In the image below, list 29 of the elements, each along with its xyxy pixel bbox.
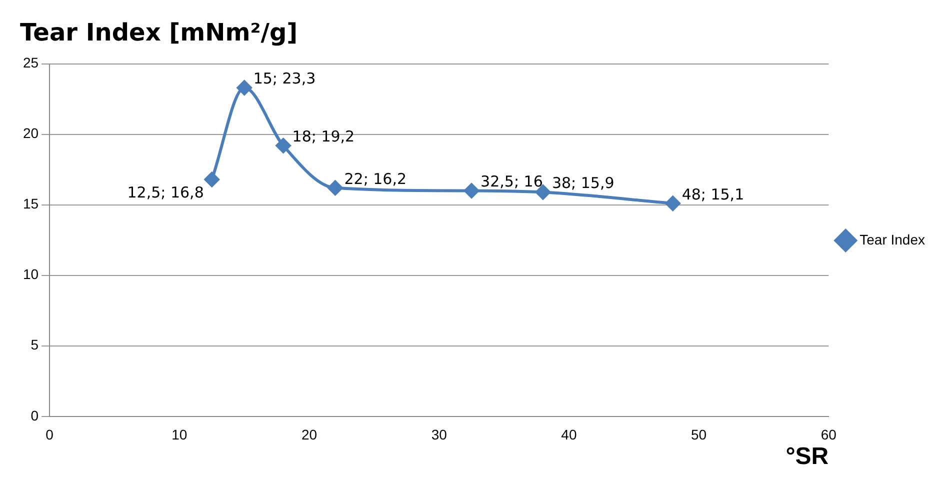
data-label: 18; 19,2 bbox=[292, 127, 355, 146]
data-label: 12,5; 16,8 bbox=[127, 183, 204, 202]
data-label: 48; 15,1 bbox=[682, 185, 744, 204]
y-tick-label: 5 bbox=[30, 336, 39, 353]
x-tick-label: 50 bbox=[690, 426, 707, 443]
y-tick-label: 25 bbox=[22, 54, 39, 71]
y-tick-label: 0 bbox=[30, 407, 39, 424]
x-tick-label: 0 bbox=[46, 426, 54, 443]
point bbox=[464, 183, 480, 198]
data-label: 22; 16,2 bbox=[344, 170, 407, 188]
point bbox=[236, 80, 252, 96]
point bbox=[665, 196, 680, 211]
y-tick-label: 15 bbox=[22, 196, 39, 212]
legend-label: Tear Index bbox=[860, 231, 926, 248]
point bbox=[276, 138, 291, 154]
point bbox=[204, 172, 220, 187]
x-tick-label: 40 bbox=[561, 426, 577, 443]
data-label: 38; 15,9 bbox=[552, 174, 614, 192]
x-axis-title: °SR bbox=[786, 443, 829, 470]
y-tick-label: 10 bbox=[22, 266, 39, 282]
data-label: 15; 23,3 bbox=[253, 70, 316, 88]
x-tick-label: 20 bbox=[301, 426, 318, 443]
x-tick-label: 10 bbox=[172, 426, 188, 443]
point bbox=[328, 180, 343, 196]
x-tick-label: 60 bbox=[820, 426, 837, 443]
y-tick-label: 20 bbox=[22, 125, 39, 142]
x-tick-label: 30 bbox=[431, 426, 448, 443]
data-label: 32,5; 16 bbox=[480, 172, 543, 191]
chart-title: Tear Index [mNm²/g] bbox=[20, 18, 298, 47]
